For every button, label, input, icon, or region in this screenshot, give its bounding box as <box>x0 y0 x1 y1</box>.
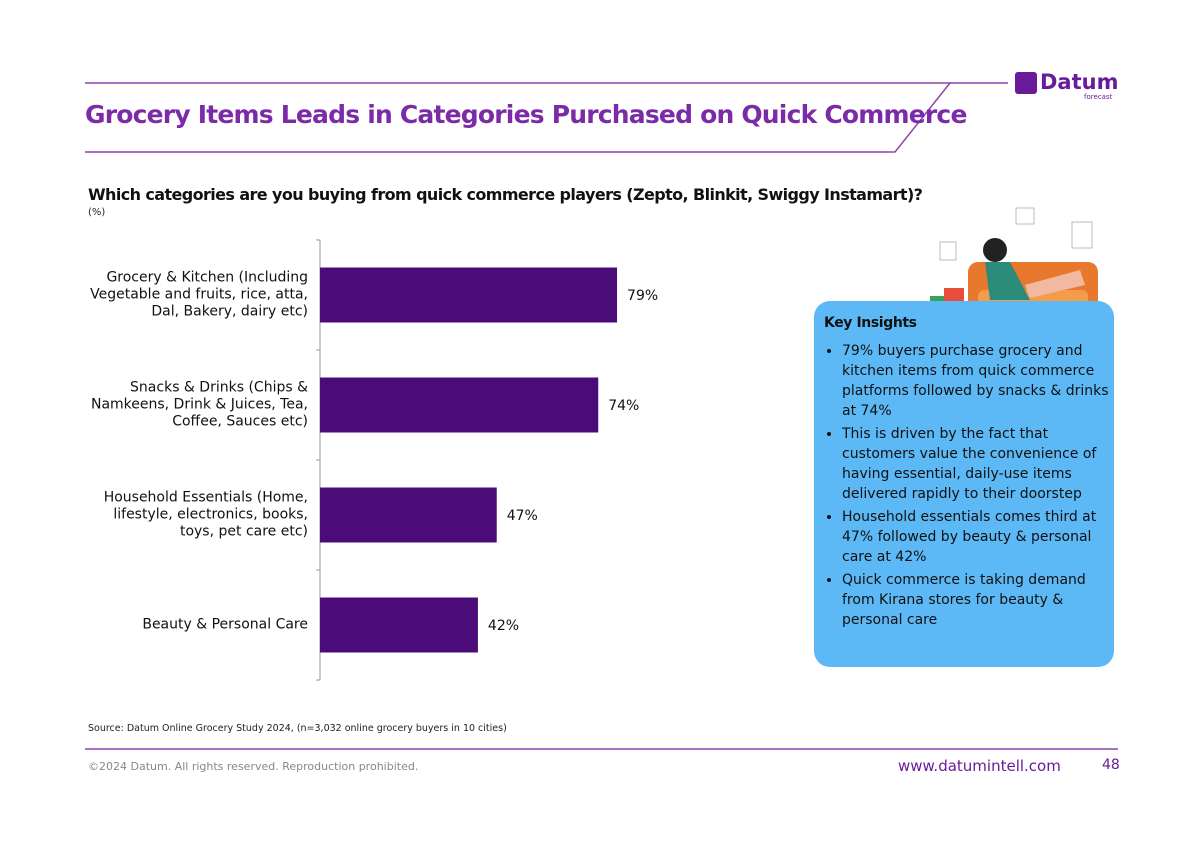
logo: Datum <box>1040 70 1119 94</box>
insights-list: 79% buyers purchase grocery and kitchen … <box>824 341 1114 633</box>
unit-label: (%) <box>88 207 106 218</box>
category-label: Beauty & Personal Care <box>142 616 308 633</box>
value-label: 74% <box>608 398 639 414</box>
insight-bullet: 79% buyers purchase grocery and kitchen … <box>842 341 1114 421</box>
bar <box>320 597 478 653</box>
value-label: 42% <box>488 618 519 634</box>
value-label: 79% <box>627 288 658 304</box>
bar <box>320 487 497 543</box>
bar <box>320 267 618 323</box>
chart-title: Which categories are you buying from qui… <box>88 185 923 204</box>
title-frame <box>85 82 952 153</box>
copyright: ©2024 Datum. All rights reserved. Reprod… <box>88 760 419 773</box>
insight-bullet: Household essentials comes third at 47% … <box>842 507 1114 567</box>
insights-title: Key Insights <box>824 315 917 331</box>
category-label: Grocery & Kitchen (Including Vegetable a… <box>90 269 308 320</box>
chart: 79% 74% 47% 42% <box>316 239 658 681</box>
website[interactable]: www.datumintell.com <box>898 757 1061 775</box>
logo-sub: forecast <box>1084 93 1113 101</box>
source: Source: Datum Online Grocery Study 2024,… <box>88 723 507 734</box>
slide-title: Grocery Items Leads in Categories Purcha… <box>85 100 967 129</box>
page-number: 48 <box>1102 757 1120 773</box>
insight-bullet: This is driven by the fact that customer… <box>842 424 1114 504</box>
category-label: Household Essentials (Home, lifestyle, e… <box>103 489 308 540</box>
insights-box: Key Insights 79% buyers purchase grocery… <box>814 301 1114 667</box>
logo-mark <box>1015 72 1037 94</box>
value-label: 47% <box>507 508 538 524</box>
insight-bullet: Quick commerce is taking demand from Kir… <box>842 570 1114 630</box>
bar <box>320 377 599 433</box>
category-label: Snacks & Drinks (Chips & Namkeens, Drink… <box>90 379 308 430</box>
